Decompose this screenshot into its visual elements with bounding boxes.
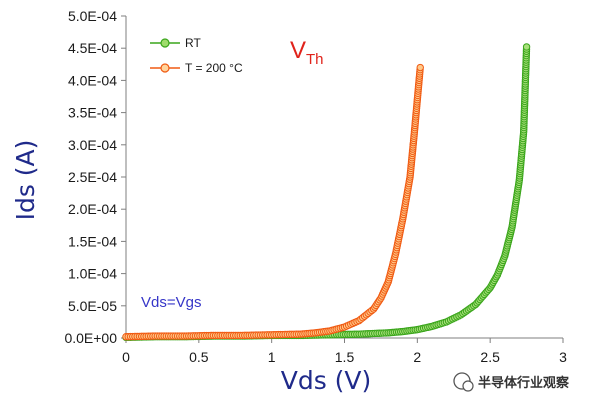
x-tick-label: 2 [413,349,421,365]
x-tick-label: 1.5 [335,349,355,365]
watermark-text: 半导体行业观察 [478,375,570,391]
data-point-marker [416,63,424,72]
vds-vgs-annotation: Vds=Vgs [141,294,201,311]
legend-label-rt: RT [185,36,201,50]
y-tick-label: 2.0E-04 [68,201,117,217]
y-tick-label: 4.0E-04 [68,72,117,88]
series-layer [122,43,531,342]
vth-annotation: VTh [290,37,324,68]
wechat-icon-inner [462,380,474,392]
vth-subscript: Th [306,51,324,68]
x-tick-label: 0 [122,349,130,365]
legend: RT T = 200 °C [150,36,243,75]
x-tick-label: 1 [268,349,276,365]
x-axis-title: Vds (V) [281,366,372,395]
y-tick-label: 0.0E+00 [64,330,117,346]
x-tick-label: 2.5 [480,349,500,365]
x-tick-label: 3 [559,349,567,365]
y-tick-label: 5.0E-05 [68,298,117,314]
x-tick-label: 0.5 [189,349,209,365]
series-200c [122,63,424,341]
y-tick-label: 3.5E-04 [68,105,117,121]
x-axis-ticks: 0 0.5 1 1.5 2 2.5 3 [122,338,567,365]
legend-entry-200c: T = 200 °C [150,61,243,75]
legend-marker-rt [160,38,170,48]
y-tick-label: 2.5E-04 [68,169,117,185]
legend-marker-200c [160,63,170,73]
y-axis-ticks: 0.0E+00 5.0E-05 1.0E-04 1.5E-04 2.0E-04 2.5E-… [64,8,126,346]
legend-entry-rt: RT [150,36,201,50]
y-tick-label: 3.0E-04 [68,137,117,153]
data-point-marker [522,43,531,51]
y-tick-label: 1.0E-04 [68,266,117,282]
y-tick-label: 1.5E-04 [68,233,117,249]
y-axis-title: Ids (A) [11,140,40,221]
y-tick-label: 5.0E-04 [68,8,117,24]
vth-main: V [290,37,306,64]
watermark: 半导体行业观察 [453,372,570,392]
legend-label-200c: T = 200 °C [185,61,243,75]
y-tick-label: 4.5E-04 [68,40,117,56]
